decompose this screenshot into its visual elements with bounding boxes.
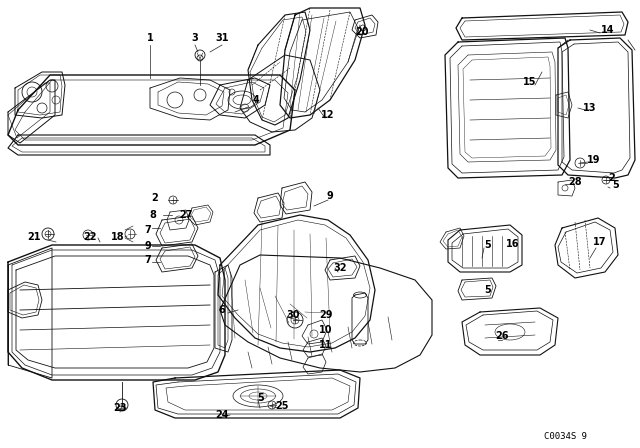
Text: 31: 31 — [215, 33, 228, 43]
Text: 29: 29 — [319, 310, 333, 320]
Text: 15: 15 — [524, 77, 537, 87]
Text: 12: 12 — [321, 110, 335, 120]
Text: 24: 24 — [215, 410, 228, 420]
Text: 32: 32 — [333, 263, 347, 273]
Text: 1: 1 — [147, 33, 154, 43]
Text: 7: 7 — [145, 255, 152, 265]
Text: 9: 9 — [326, 191, 333, 201]
Text: 26: 26 — [495, 331, 509, 341]
Text: 8: 8 — [150, 210, 156, 220]
Text: 25: 25 — [275, 401, 289, 411]
Text: 9: 9 — [145, 241, 152, 251]
Text: 17: 17 — [593, 237, 607, 247]
Text: 2: 2 — [152, 193, 158, 203]
Text: 28: 28 — [568, 177, 582, 187]
Text: 5: 5 — [484, 285, 492, 295]
Text: 11: 11 — [319, 340, 333, 350]
Ellipse shape — [118, 406, 126, 410]
Text: 14: 14 — [601, 25, 615, 35]
Text: 30: 30 — [286, 310, 300, 320]
Text: 5: 5 — [484, 240, 492, 250]
Text: 5: 5 — [258, 393, 264, 403]
Text: 2: 2 — [609, 173, 616, 183]
Text: 13: 13 — [583, 103, 596, 113]
Text: 10: 10 — [319, 325, 333, 335]
Text: 6: 6 — [219, 305, 225, 315]
Text: 20: 20 — [355, 27, 369, 37]
Text: C0034S 9: C0034S 9 — [543, 431, 586, 440]
Text: 7: 7 — [145, 225, 152, 235]
Text: 23: 23 — [113, 403, 127, 413]
Text: 21: 21 — [28, 232, 41, 242]
Text: 19: 19 — [588, 155, 601, 165]
Text: 22: 22 — [83, 232, 97, 242]
Text: 5: 5 — [612, 180, 620, 190]
Text: 3: 3 — [191, 33, 198, 43]
Text: 16: 16 — [506, 239, 520, 249]
Text: 18: 18 — [111, 232, 125, 242]
Text: 27: 27 — [179, 210, 193, 220]
Text: 4: 4 — [253, 95, 259, 105]
